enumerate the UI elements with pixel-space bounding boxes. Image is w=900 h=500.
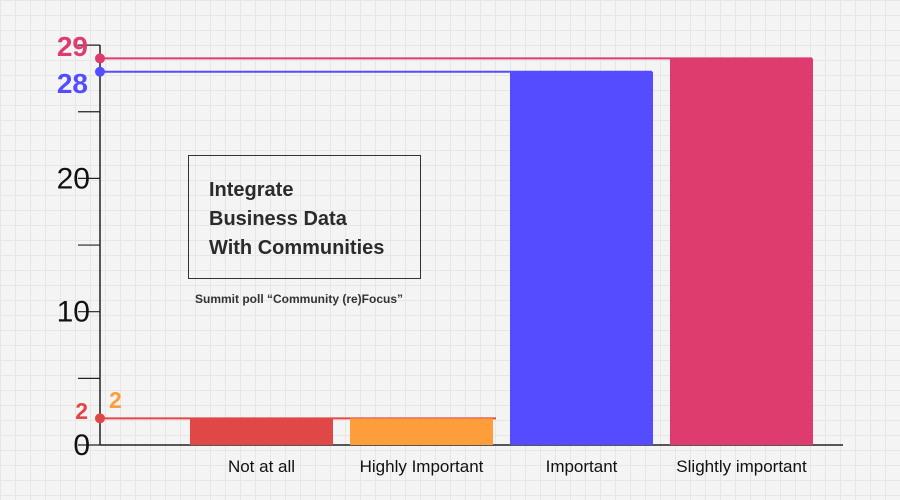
y-tick-label: 10 xyxy=(57,296,90,329)
callout-dot xyxy=(95,413,105,424)
x-category-label: Important xyxy=(546,457,618,476)
callout-value-label: 29 xyxy=(57,31,88,62)
y-tick-label: 0 xyxy=(73,429,90,462)
callout-value-label: 2 xyxy=(75,398,88,424)
callout-dot xyxy=(95,53,105,64)
bar xyxy=(510,71,653,445)
callout-dot xyxy=(95,66,105,77)
bar xyxy=(190,418,333,445)
bar xyxy=(350,418,493,445)
chart-subtitle: Summit poll “Community (re)Focus” xyxy=(195,292,404,306)
x-category-label: Slightly important xyxy=(676,457,807,476)
chart-title-box: Integrate Business Data With Communities xyxy=(188,155,421,279)
callout-value-label: 28 xyxy=(57,68,88,99)
y-tick-label: 20 xyxy=(57,162,90,195)
x-category-label: Not at all xyxy=(228,457,295,476)
chart-title-line-3: With Communities xyxy=(209,237,385,259)
bar-value-label: 2 xyxy=(109,387,122,413)
chart-title-line-2: Business Data xyxy=(209,208,347,230)
chart-title-line-1: Integrate xyxy=(209,179,294,201)
x-category-label: Highly Important xyxy=(360,457,484,476)
bar xyxy=(670,58,813,446)
